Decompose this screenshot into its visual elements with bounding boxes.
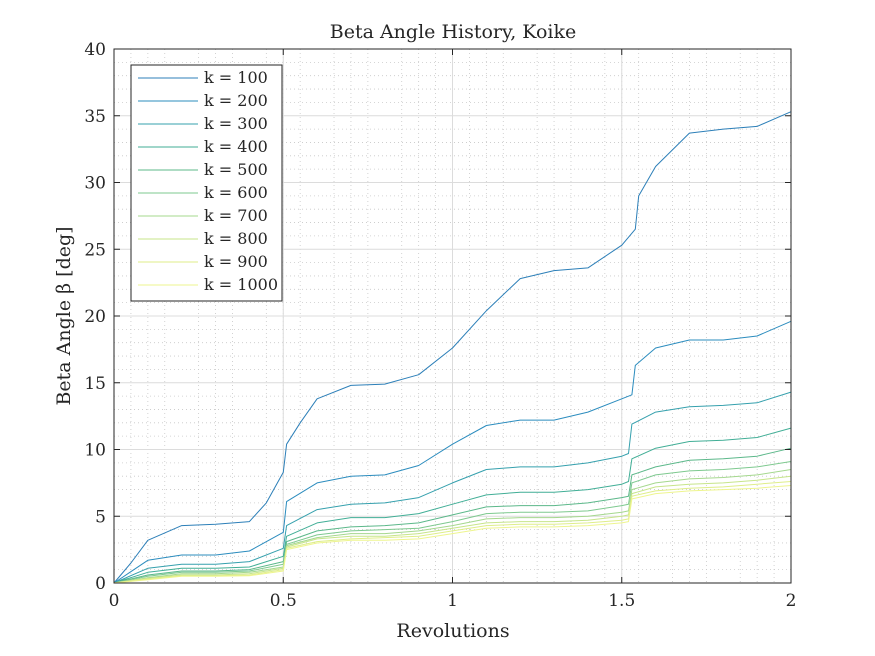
series-line-7 [113,469,792,584]
y-tick-label: 10 [84,441,106,461]
series-line-6 [113,461,792,584]
y-axis-label: Beta Angle β [deg] [53,226,75,405]
x-tick-label: 1 [447,591,458,611]
y-tick-label: 20 [84,307,106,327]
y-tick-label: 35 [84,107,106,127]
legend-label-1: k = 100 [204,68,268,87]
y-tick-label: 15 [84,374,106,394]
axis-ticks [113,48,792,584]
legend-label-5: k = 500 [204,160,268,179]
y-tick-label: 30 [84,174,106,194]
x-tick-label: 1.5 [608,591,635,611]
legend-label-6: k = 600 [204,183,268,202]
x-tick-label: 2 [786,591,797,611]
x-tick-labels: 0 0.5 1 1.5 2 [109,591,797,611]
series-line-9 [113,481,792,584]
y-tick-label: 25 [84,240,106,260]
legend-label-10: k = 1000 [204,275,278,294]
legend-label-4: k = 400 [204,137,268,156]
x-axis-label: Revolutions [396,620,509,642]
series-line-5 [113,447,792,584]
x-tick-label: 0 [109,591,120,611]
x-tick-label: 0.5 [270,591,297,611]
series-line-3 [113,391,792,584]
legend-label-8: k = 800 [204,229,268,248]
series-line-2 [113,320,792,584]
legend: k = 100 k = 200 k = 300 k = 400 k = 500 k = 6… [130,64,283,302]
legend-label-2: k = 200 [204,91,268,110]
legend-label-7: k = 700 [204,206,268,225]
y-tick-label: 40 [84,40,106,60]
series-line-8 [113,475,792,584]
series-line-1 [113,111,792,584]
y-tick-label: 5 [95,507,106,527]
series-line-4 [113,427,792,584]
chart-title: Beta Angle History, Koike [330,21,577,43]
series-layer [113,111,792,584]
legend-label-9: k = 900 [204,252,268,271]
y-tick-label: 0 [95,574,106,594]
series-line-10 [113,485,792,584]
legend-label-3: k = 300 [204,114,268,133]
y-tick-labels: 0 5 10 15 20 25 30 35 40 [84,40,106,594]
